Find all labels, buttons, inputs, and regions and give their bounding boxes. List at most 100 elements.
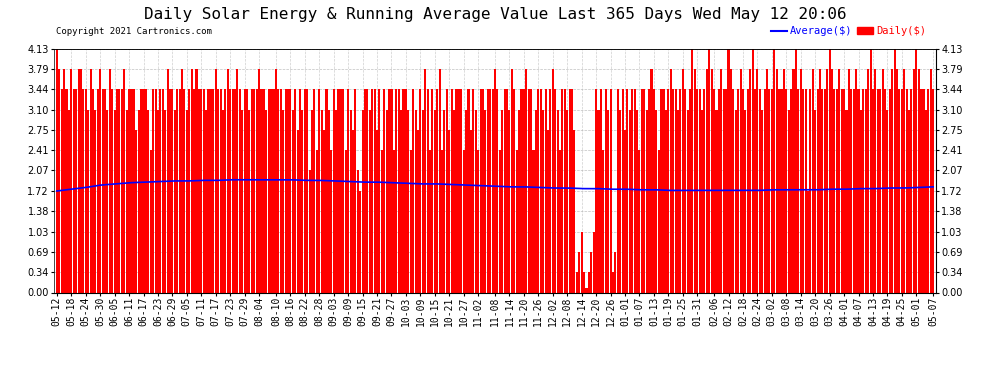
Bar — [730, 69, 732, 292]
Bar — [706, 69, 708, 292]
Bar — [571, 90, 573, 292]
Bar — [716, 110, 718, 292]
Bar — [275, 69, 277, 292]
Bar — [390, 90, 392, 292]
Bar — [827, 69, 829, 292]
Bar — [860, 110, 862, 292]
Bar — [446, 90, 447, 292]
Bar — [284, 90, 286, 292]
Bar — [225, 90, 227, 292]
Bar — [178, 90, 180, 292]
Bar — [704, 90, 706, 292]
Bar — [605, 90, 607, 292]
Bar — [713, 90, 715, 292]
Bar — [521, 90, 523, 292]
Bar — [92, 90, 94, 292]
Bar — [75, 90, 77, 292]
Bar — [321, 110, 323, 292]
Bar — [356, 170, 358, 292]
Bar — [141, 90, 143, 292]
Bar — [884, 90, 886, 292]
Bar — [568, 90, 570, 292]
Bar — [660, 90, 662, 292]
Bar — [136, 130, 138, 292]
Bar — [788, 110, 790, 292]
Bar — [427, 90, 429, 292]
Bar — [349, 110, 351, 292]
Bar — [89, 69, 92, 292]
Bar — [679, 90, 681, 292]
Bar — [546, 130, 549, 292]
Bar — [864, 90, 867, 292]
Bar — [229, 90, 232, 292]
Bar — [906, 90, 908, 292]
Bar — [311, 110, 313, 292]
Bar — [220, 90, 222, 292]
Bar — [535, 110, 537, 292]
Bar — [501, 110, 503, 292]
Bar — [763, 90, 765, 292]
Bar — [373, 90, 375, 292]
Bar — [733, 90, 735, 292]
Bar — [70, 69, 72, 292]
Bar — [817, 90, 819, 292]
Bar — [751, 49, 753, 292]
Bar — [494, 69, 496, 292]
Bar — [58, 69, 60, 292]
Bar — [533, 150, 535, 292]
Text: Copyright 2021 Cartronics.com: Copyright 2021 Cartronics.com — [56, 27, 212, 36]
Bar — [573, 130, 575, 292]
Bar — [354, 90, 356, 292]
Bar — [911, 90, 913, 292]
Bar — [622, 90, 624, 292]
Bar — [208, 90, 210, 292]
Bar — [400, 110, 402, 292]
Bar — [847, 69, 849, 292]
Bar — [687, 110, 689, 292]
Bar — [364, 90, 366, 292]
Bar — [530, 90, 533, 292]
Bar — [920, 90, 922, 292]
Bar — [918, 69, 920, 292]
Bar — [822, 90, 824, 292]
Bar — [689, 90, 691, 292]
Bar — [923, 90, 925, 292]
Bar — [193, 90, 195, 292]
Bar — [116, 90, 118, 292]
Bar — [523, 90, 525, 292]
Bar — [109, 69, 111, 292]
Bar — [176, 90, 178, 292]
Bar — [465, 110, 467, 292]
Bar — [174, 110, 176, 292]
Bar — [161, 90, 163, 292]
Bar — [148, 110, 149, 292]
Bar — [453, 110, 455, 292]
Bar — [460, 90, 462, 292]
Bar — [771, 90, 773, 292]
Bar — [429, 150, 431, 292]
Bar — [210, 90, 212, 292]
Bar — [607, 110, 609, 292]
Bar — [376, 130, 378, 292]
Bar — [644, 90, 645, 292]
Bar — [898, 90, 901, 292]
Bar — [824, 90, 826, 292]
Bar — [629, 110, 631, 292]
Bar — [810, 90, 812, 292]
Bar — [839, 69, 841, 292]
Bar — [735, 110, 737, 292]
Bar — [347, 90, 349, 292]
Bar — [928, 90, 930, 292]
Bar — [499, 150, 501, 292]
Bar — [819, 69, 821, 292]
Bar — [699, 90, 701, 292]
Bar — [836, 90, 838, 292]
Bar — [889, 90, 891, 292]
Bar — [378, 90, 380, 292]
Bar — [783, 69, 785, 292]
Bar — [903, 69, 905, 292]
Bar — [299, 90, 301, 292]
Bar — [309, 170, 311, 292]
Bar — [814, 110, 816, 292]
Bar — [554, 90, 556, 292]
